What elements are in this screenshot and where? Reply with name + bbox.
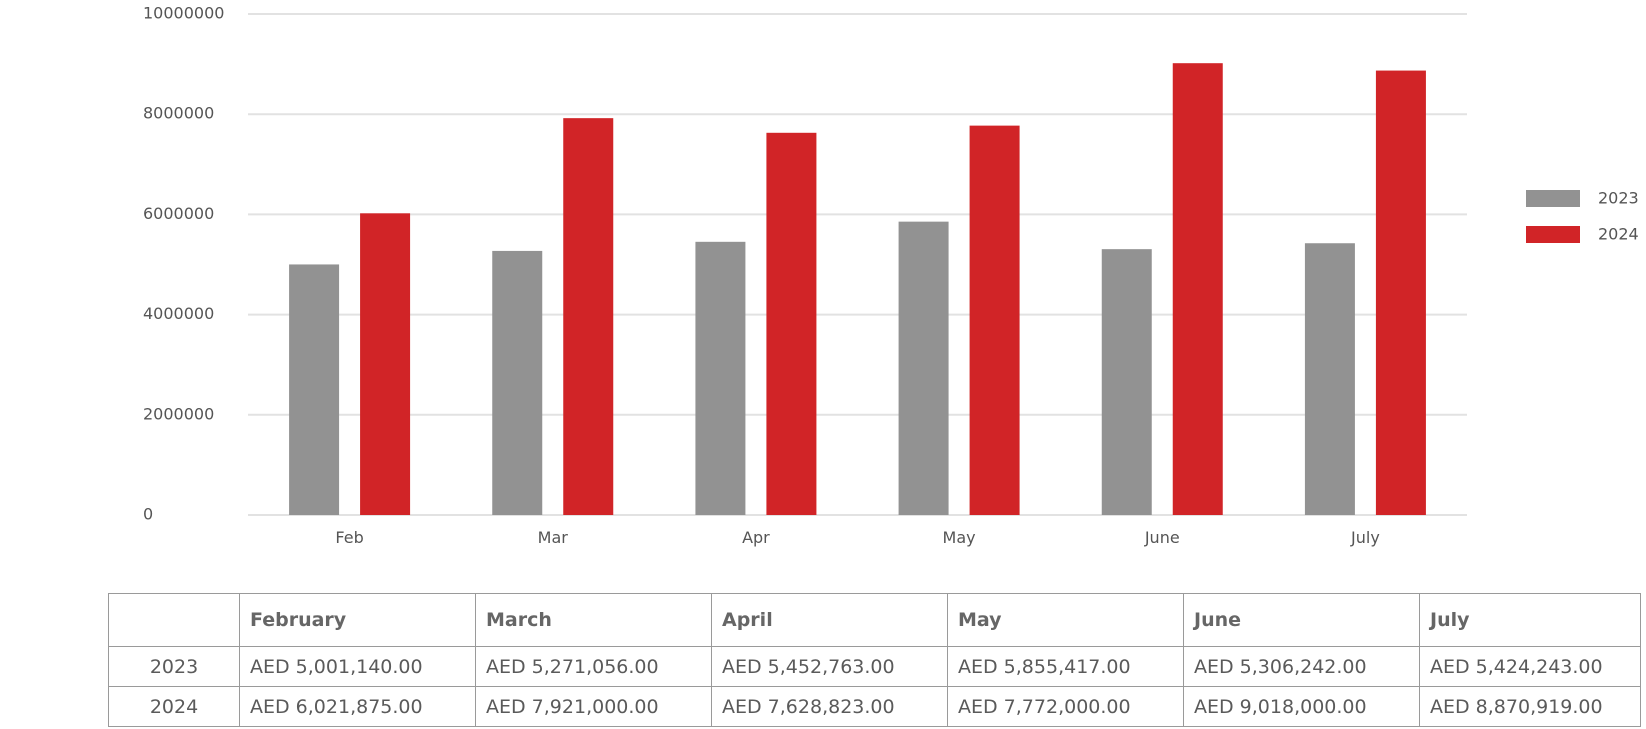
table-cell: AED 5,306,242.00	[1183, 646, 1420, 687]
bars	[289, 63, 1426, 516]
bar-2023-feb	[289, 264, 340, 515]
row-label: 2023	[108, 646, 240, 687]
y-axis-ticks: 0 2000000 4000000 6000000 8000000 10000000	[143, 4, 224, 524]
table-header-cell: February	[239, 593, 476, 647]
legend-label: 2023	[1598, 189, 1639, 208]
grid-lines	[248, 13, 1467, 516]
table-cell: AED 7,921,000.00	[475, 686, 712, 727]
table-cell: AED 5,452,763.00	[711, 646, 948, 687]
table-header-cell: May	[947, 593, 1184, 647]
bar-chart: 0 2000000 4000000 6000000 8000000 10000000 Fe…	[143, 4, 1639, 548]
x-tick-label: May	[943, 528, 976, 547]
y-tick-label: 4000000	[143, 304, 214, 323]
table-cell: AED 9,018,000.00	[1183, 686, 1420, 727]
y-tick-label: 10000000	[143, 4, 224, 23]
table-header-cell: July	[1419, 593, 1641, 647]
x-axis-ticks: Feb Mar Apr May June July	[335, 528, 1379, 547]
table-header-cell: June	[1183, 593, 1420, 647]
bar-2024-apr	[766, 132, 817, 516]
y-tick-label: 2000000	[143, 404, 214, 423]
table-header-cell: April	[711, 593, 948, 647]
bar-2024-june	[1172, 63, 1223, 515]
x-tick-label: July	[1350, 528, 1380, 547]
x-tick-label: June	[1144, 528, 1180, 547]
legend-swatch	[1526, 226, 1580, 243]
bar-2023-june	[1101, 249, 1152, 515]
y-tick-label: 0	[143, 505, 153, 524]
data-table: February March April May June July 2023 …	[108, 593, 1641, 727]
bar-2024-feb	[360, 213, 411, 515]
bar-2023-may	[898, 221, 949, 515]
table-row: 2024 AED 6,021,875.00 AED 7,921,000.00 A…	[108, 686, 1641, 727]
bar-2024-july	[1375, 70, 1426, 515]
bar-2023-mar	[492, 250, 543, 515]
x-tick-label: Mar	[538, 528, 569, 547]
table-cell: AED 7,628,823.00	[711, 686, 948, 727]
table-header-cell: March	[475, 593, 712, 647]
y-tick-label: 8000000	[143, 104, 214, 123]
table-row: 2023 AED 5,001,140.00 AED 5,271,056.00 A…	[108, 646, 1641, 687]
y-tick-label: 6000000	[143, 204, 214, 223]
legend-swatch	[1526, 190, 1580, 207]
legend-label: 2024	[1598, 225, 1639, 244]
table-cell: AED 6,021,875.00	[239, 686, 476, 727]
table-header-row: February March April May June July	[108, 593, 1641, 647]
bar-2024-mar	[563, 118, 614, 515]
table-cell: AED 5,001,140.00	[239, 646, 476, 687]
table-cell: AED 5,424,243.00	[1419, 646, 1641, 687]
x-tick-label: Feb	[335, 528, 363, 547]
bar-2023-apr	[695, 241, 746, 515]
table-header-cell	[108, 593, 240, 647]
table-cell: AED 5,855,417.00	[947, 646, 1184, 687]
bar-2023-july	[1304, 243, 1355, 515]
bar-2024-may	[969, 125, 1020, 515]
legend: 2023 2024	[1526, 189, 1639, 244]
table-cell: AED 5,271,056.00	[475, 646, 712, 687]
table-cell: AED 7,772,000.00	[947, 686, 1184, 727]
x-tick-label: Apr	[742, 528, 770, 547]
row-label: 2024	[108, 686, 240, 727]
table-cell: AED 8,870,919.00	[1419, 686, 1641, 727]
